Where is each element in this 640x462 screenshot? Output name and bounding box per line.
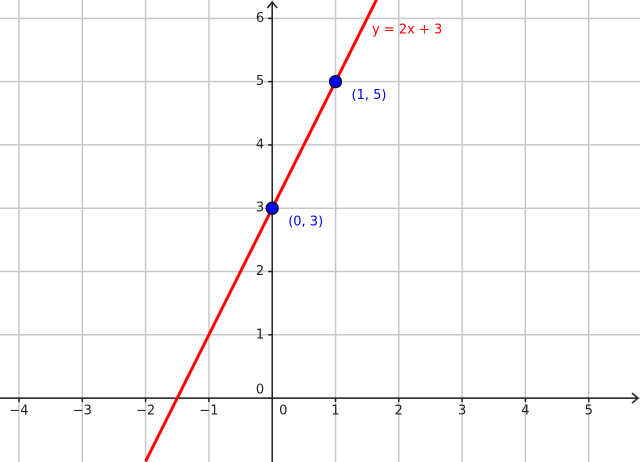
equation-label: y = 2x + 3 xyxy=(372,23,442,38)
x-axis-arrow xyxy=(631,392,640,404)
y-tick-label: 0 xyxy=(256,383,264,398)
point-label: (0, 3) xyxy=(288,215,323,230)
y-tick-label: 4 xyxy=(256,137,264,152)
y-tick-label: 3 xyxy=(256,201,264,216)
x-tick-label: 5 xyxy=(585,404,593,419)
y-tick-label: 2 xyxy=(256,264,264,279)
y-axis-arrow xyxy=(266,0,278,9)
point xyxy=(265,201,279,215)
x-tick-label: 0 xyxy=(279,404,287,419)
x-tick-label: −4 xyxy=(9,404,28,419)
y-tick-label: 1 xyxy=(256,327,264,342)
point xyxy=(328,75,343,89)
point-label: (1, 5) xyxy=(352,88,387,103)
x-tick-label: −1 xyxy=(199,404,218,419)
x-tick-label: 2 xyxy=(395,404,403,419)
x-tick-label: −2 xyxy=(136,404,155,419)
x-tick-label: 3 xyxy=(458,404,466,419)
x-tick-label: 1 xyxy=(331,404,339,419)
x-tick-label: 4 xyxy=(521,404,529,419)
y-tick-label: 5 xyxy=(256,74,264,89)
y-tick-label: 6 xyxy=(256,11,264,26)
x-tick-label: −3 xyxy=(73,404,92,419)
